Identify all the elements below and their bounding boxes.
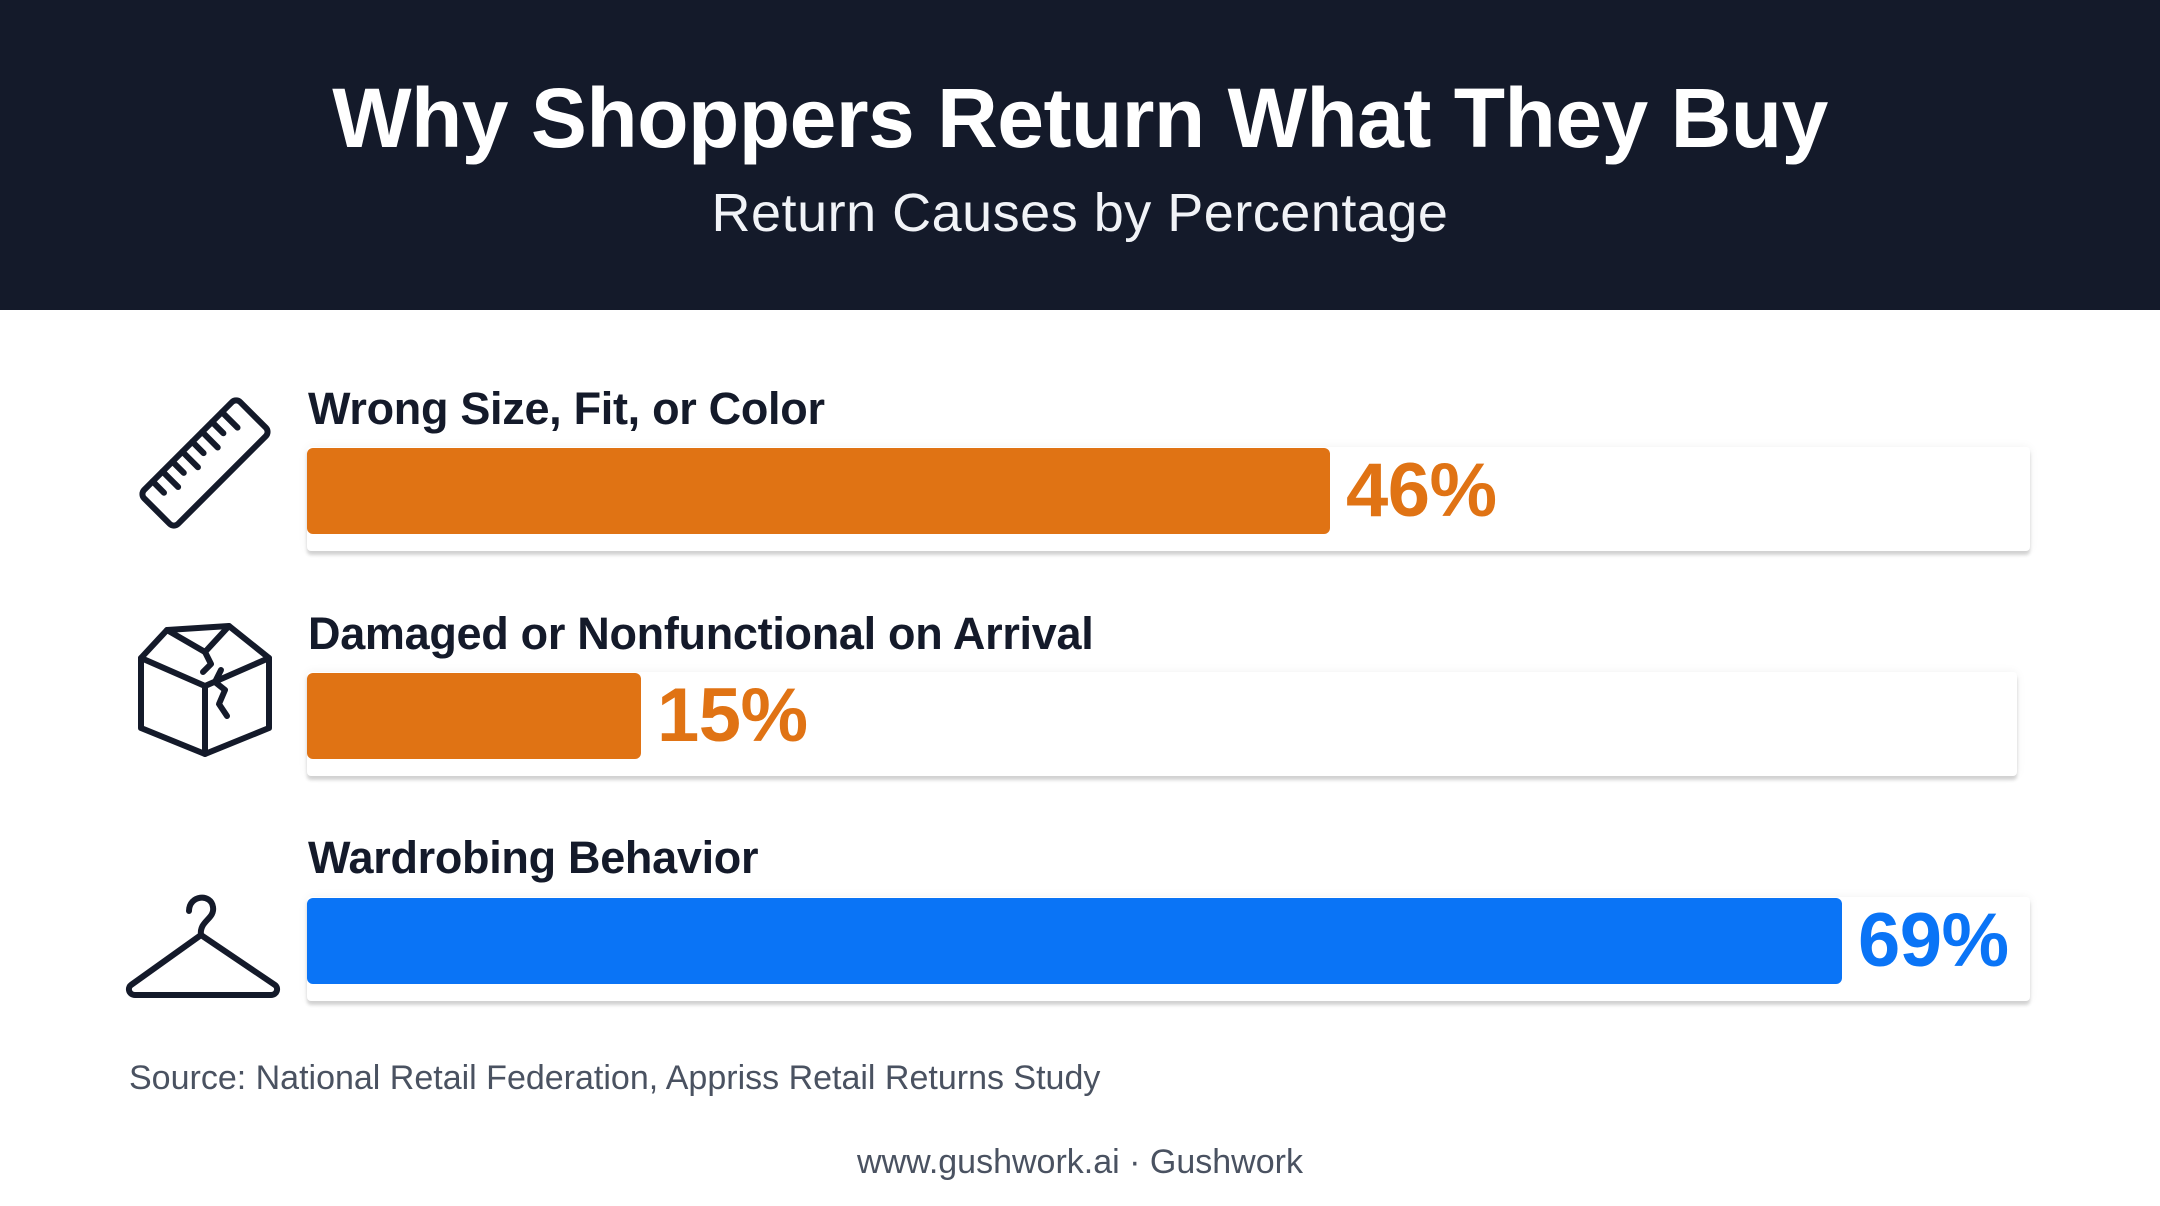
bar-damaged [307,673,641,759]
value-label-wardrobing: 69% [1858,898,2009,983]
ruler-icon [139,397,271,529]
damaged-box-icon [138,623,272,757]
bar-wardrobing [307,898,1842,984]
chart-title: Why Shoppers Return What They Buy [332,71,1828,165]
hanger-icon [125,894,281,998]
value-label-wrong-size: 46% [1346,448,1497,533]
row-label-damaged: Damaged or Nonfunctional on Arrival [308,608,1094,659]
value-label-damaged: 15% [657,673,808,758]
header-banner: Why Shoppers Return What They Buy Return… [0,0,2160,310]
row-label-wrong-size: Wrong Size, Fit, or Color [308,383,825,434]
chart-subtitle: Return Causes by Percentage [711,183,1449,243]
bar-wrong-size [307,448,1330,534]
row-label-wardrobing: Wardrobing Behavior [308,832,759,883]
source-note: Source: National Retail Federation, Appr… [129,1059,1101,1097]
footer-credit: www.gushwork.ai · Gushwork [857,1143,1303,1181]
